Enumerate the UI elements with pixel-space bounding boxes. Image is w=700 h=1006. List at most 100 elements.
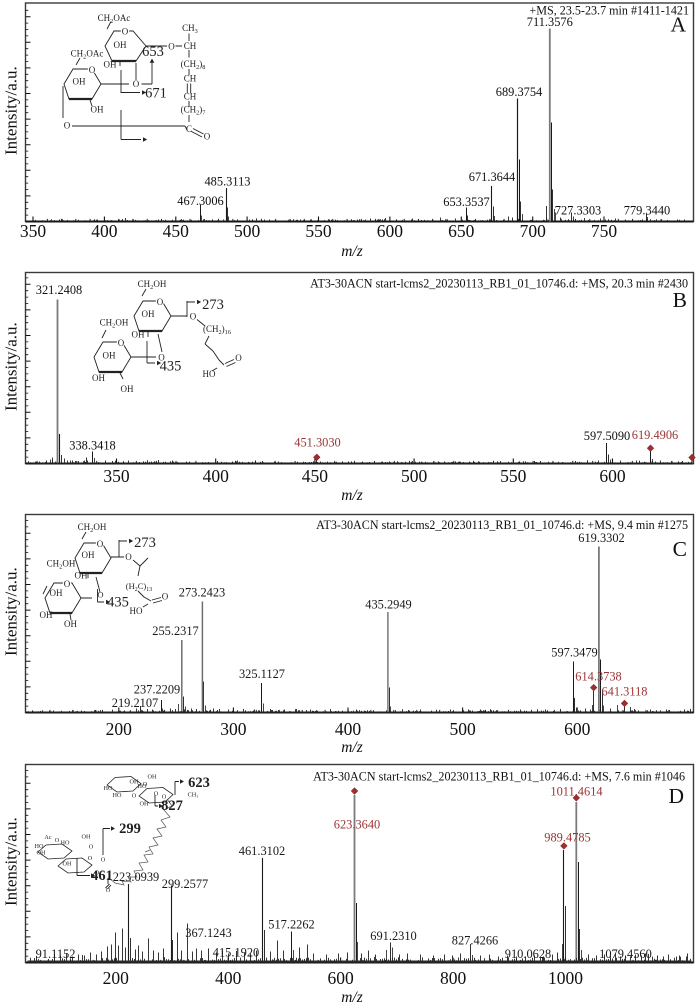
svg-text:800: 800 [440, 968, 467, 988]
svg-text:O: O [89, 844, 94, 851]
svg-text:435.2949: 435.2949 [365, 598, 411, 612]
svg-text:A: A [670, 13, 686, 37]
svg-text:367.1243: 367.1243 [185, 926, 231, 940]
svg-text:m/z: m/z [341, 989, 363, 1006]
svg-text:597.3479: 597.3479 [551, 646, 597, 660]
svg-text:435: 435 [107, 595, 129, 611]
svg-text:461.3102: 461.3102 [239, 844, 285, 858]
svg-text:OH: OH [63, 861, 72, 868]
svg-text:OH: OH [50, 588, 63, 598]
svg-text:500: 500 [449, 719, 476, 739]
svg-text:O: O [97, 590, 103, 600]
svg-text:O: O [55, 837, 60, 844]
svg-text:400: 400 [335, 719, 362, 739]
svg-text:CH3​: CH3​ [182, 23, 198, 35]
svg-text:219.2107: 219.2107 [112, 696, 158, 710]
svg-text:(CH2​)7​: (CH2​)7​ [181, 105, 206, 117]
svg-text:OH: OH [92, 373, 105, 383]
svg-text:O: O [157, 297, 164, 307]
svg-text:m/z: m/z [341, 487, 363, 504]
svg-text:653: 653 [142, 44, 164, 60]
svg-text:600: 600 [377, 221, 404, 241]
svg-text:614.3738: 614.3738 [575, 670, 621, 684]
svg-text:Ac: Ac [44, 834, 51, 841]
svg-text:CH2​OH: CH2​OH [138, 279, 167, 291]
svg-text:700: 700 [520, 221, 547, 241]
svg-text:485.3113: 485.3113 [204, 175, 250, 189]
svg-text:m/z: m/z [341, 739, 363, 756]
svg-text:OH: OH [82, 550, 95, 560]
svg-text:727.3303: 727.3303 [555, 204, 601, 218]
svg-text:1011.4614: 1011.4614 [550, 785, 602, 799]
svg-text:HO: HO [138, 783, 147, 790]
svg-text:237.2209: 237.2209 [134, 683, 180, 697]
svg-text:600: 600 [599, 466, 626, 486]
svg-text:623.3640: 623.3640 [334, 818, 380, 832]
svg-text:O: O [162, 794, 167, 801]
svg-text:671.3644: 671.3644 [469, 170, 515, 184]
svg-text:619.3302: 619.3302 [578, 531, 624, 545]
svg-text:500: 500 [234, 221, 261, 241]
svg-text:Intensity/a.u.: Intensity/a.u. [2, 322, 21, 411]
svg-text:CH₃: CH₃ [188, 792, 199, 799]
svg-text:O: O [95, 870, 100, 877]
svg-text:O: O [204, 132, 211, 142]
svg-text:HO: HO [130, 606, 143, 616]
svg-text:467.3006: 467.3006 [177, 194, 223, 208]
svg-text:653.3537: 653.3537 [443, 195, 489, 209]
svg-text:(CH2​)8​: (CH2​)8​ [181, 59, 206, 71]
svg-text:O: O [122, 27, 129, 37]
svg-text:O: O [190, 312, 197, 322]
svg-text:OH: OH [103, 351, 116, 361]
svg-text:451.3030: 451.3030 [294, 436, 340, 450]
svg-text:750: 750 [591, 221, 618, 241]
svg-text:1000: 1000 [548, 968, 583, 988]
svg-text:325.1127: 325.1127 [239, 667, 285, 681]
svg-text:O: O [235, 353, 242, 363]
svg-text:O: O [158, 353, 165, 363]
svg-text:500: 500 [401, 466, 428, 486]
svg-text:200: 200 [106, 719, 133, 739]
svg-text:CH2​OAc: CH2​OAc [98, 13, 131, 25]
svg-text:Intensity/a.u.: Intensity/a.u. [2, 817, 21, 906]
svg-text:OH: OH [91, 105, 104, 115]
svg-text:AT3-30ACN start-lcms2_20230113: AT3-30ACN start-lcms2_20230113_RB1_01_10… [310, 277, 688, 291]
svg-text:450: 450 [302, 466, 329, 486]
svg-text:O: O [101, 857, 106, 864]
svg-text:O: O [133, 79, 140, 89]
svg-text:OH: OH [132, 330, 145, 340]
svg-text:(CH2​)16​: (CH2​)16​ [203, 324, 231, 336]
svg-text:OH: OH [130, 779, 139, 786]
svg-text:O: O [64, 121, 71, 131]
svg-text:O: O [89, 65, 96, 75]
svg-text:Intensity/a.u.: Intensity/a.u. [2, 66, 21, 155]
svg-text:OH: OH [40, 610, 53, 620]
svg-text:691.2310: 691.2310 [370, 929, 416, 943]
svg-text:OH: OH [114, 40, 127, 50]
svg-text:Intensity/a.u.: Intensity/a.u. [2, 567, 21, 656]
svg-text:550: 550 [500, 466, 527, 486]
svg-text:OH: OH [73, 77, 86, 87]
svg-text:321.2408: 321.2408 [36, 283, 82, 297]
svg-text:600: 600 [564, 719, 591, 739]
svg-text:600: 600 [327, 968, 354, 988]
svg-text:OH: OH [104, 60, 117, 70]
svg-text:CH2​OH: CH2​OH [78, 522, 107, 534]
svg-text:910.0628: 910.0628 [505, 947, 551, 961]
svg-text:91.1152: 91.1152 [36, 947, 76, 961]
svg-text:OH: OH [75, 571, 88, 581]
svg-text:OH: OH [82, 834, 91, 841]
svg-text:827: 827 [161, 798, 183, 814]
svg-text:O: O [125, 552, 132, 562]
svg-text:HO: HO [113, 792, 122, 799]
svg-text:779.3440: 779.3440 [624, 204, 670, 218]
svg-text:300: 300 [220, 719, 247, 739]
svg-text:CH2​OAc: CH2​OAc [71, 49, 104, 61]
svg-text:+MS, 23.5-23.7 min #1411-1421: +MS, 23.5-23.7 min #1411-1421 [529, 4, 689, 18]
svg-text:O: O [118, 338, 125, 348]
svg-text:650: 650 [448, 221, 475, 241]
svg-text:OH: OH [142, 309, 155, 319]
svg-text:299: 299 [119, 821, 141, 837]
svg-text:550: 550 [305, 221, 332, 241]
svg-text:HO: HO [61, 840, 70, 847]
